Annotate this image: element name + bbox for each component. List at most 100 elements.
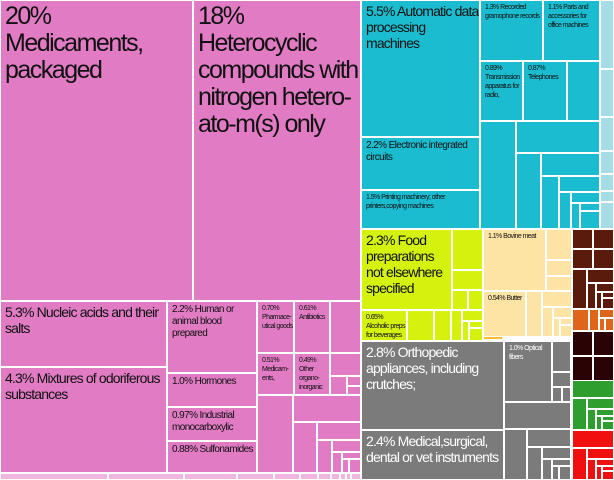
treemap-tile-labeled: 1.0% Hormones (167, 373, 257, 407)
tile-percent: 0.61% (299, 305, 317, 312)
treemap-tile-labeled: 0.65% Alcoholic preps for beverages (361, 310, 407, 341)
treemap-tile (580, 211, 600, 229)
tile-percent: 0.70% (262, 305, 280, 312)
tile-name: Butter (506, 295, 522, 302)
treemap-tile (546, 276, 572, 291)
treemap-tile (516, 153, 541, 229)
tile-percent: 2.2% (172, 304, 193, 315)
tile-label: 1.1% Parts and accessories for office ma… (548, 3, 599, 30)
treemap-tile (600, 202, 614, 229)
treemap-tile-labeled: 2.3% Food preparations not elsewhere spe… (361, 229, 452, 310)
tile-label: 0.54% Butter (488, 294, 522, 303)
treemap-tile (587, 283, 596, 309)
tile-label: 4.3% Mixtures of odoriferous substances (5, 370, 166, 402)
tile-name: Optical fibers (509, 345, 543, 361)
treemap-tile (596, 292, 602, 309)
treemap-tile (602, 421, 614, 430)
treemap-tile (330, 353, 361, 376)
treemap-tile (559, 176, 600, 192)
tile-name: Medical,surgical, dental or vet instrume… (366, 433, 499, 465)
treemap-tile (562, 387, 571, 402)
treemap-tile (317, 440, 332, 473)
treemap-tile-labeled: 1.1% Parts and accessories for office ma… (543, 0, 600, 61)
treemap-tile (599, 318, 605, 331)
treemap-tile (572, 398, 587, 430)
treemap-tile-labeled: 0.89% Transmission apparatus for radio, (480, 61, 523, 121)
tile-percent: 1.1% (548, 4, 562, 11)
tile-name: Antibiotics (299, 314, 325, 321)
treemap-tile (452, 290, 468, 310)
treemap-tile (572, 249, 593, 269)
tile-label: 18% Heterocyclic compounds with nitrogen… (198, 3, 360, 138)
tile-label: 0.51% Medicam-ents, (262, 356, 293, 383)
tile-percent: 0.51% (262, 357, 280, 364)
treemap-tile (596, 409, 614, 416)
treemap-tile (504, 402, 571, 429)
tile-label: 1.0% Optical fibers (509, 344, 551, 362)
treemap-tile (542, 307, 553, 337)
treemap-tile (351, 473, 361, 480)
tile-percent: 0.88% (172, 444, 198, 455)
tile-name: Automatic data processing machines (366, 3, 479, 51)
treemap-tile (330, 301, 361, 353)
treemap-tile (541, 153, 600, 176)
treemap-tile-labeled: 0.97% Industrial monocarboxylic (167, 407, 257, 441)
treemap-tile (300, 473, 318, 480)
tile-name: Bovine meat (503, 233, 536, 240)
treemap-tile (560, 325, 572, 337)
treemap-tile (546, 260, 572, 276)
tile-label: 2.4% Medical,surgical, dental or vet ins… (366, 433, 503, 465)
treemap-tile (480, 121, 516, 229)
treemap-tile (452, 270, 483, 290)
treemap-tile (293, 422, 317, 473)
treemap-tile-labeled: 2.2% Human or animal blood prepared (167, 301, 257, 373)
treemap-tile (184, 473, 237, 480)
tile-label: 2.2% Electronic integrated circuits (366, 140, 479, 164)
tile-name: Food preparations not elsewhere specifie… (366, 232, 443, 296)
tile-label: 0.97% Industrial monocarboxylic (172, 410, 256, 434)
tile-label: 0.89% Transmission apparatus for radio, (485, 64, 522, 100)
tile-label: 0.88% Sulfonamides (172, 444, 254, 456)
treemap-tile (331, 473, 340, 480)
tile-name: Nucleic acids and their salts (5, 304, 159, 336)
tile-percent: 2.4% (366, 433, 395, 449)
treemap-tile (342, 452, 361, 459)
treemap-tile (572, 356, 593, 381)
treemap-tile (462, 310, 483, 321)
tile-percent: 2.8% (366, 344, 395, 360)
treemap-tile (593, 249, 614, 269)
treemap-tile (600, 69, 614, 117)
treemap-tile-labeled: 0.51% Medicam-ents, (257, 353, 294, 395)
tile-percent: 1.5% (366, 194, 380, 201)
treemap-tile (602, 298, 614, 309)
treemap-tile (332, 452, 342, 473)
treemap-tile (108, 473, 184, 480)
tile-name: Medicaments, packaged (5, 29, 144, 84)
treemap-tile (332, 440, 361, 452)
treemap-tile (407, 310, 434, 341)
treemap-tile (451, 310, 462, 341)
tile-name: Telephones (528, 74, 559, 81)
treemap-tile (469, 328, 483, 341)
treemap-tile (293, 395, 361, 422)
treemap-tile (600, 151, 614, 174)
treemap-tile (600, 191, 614, 202)
treemap-tile (587, 459, 596, 480)
tile-percent: 1.1% (488, 233, 502, 240)
tile-name: Printing machinery; other printers,copyi… (366, 194, 445, 210)
tile-label: 0.87% Telephones (528, 64, 566, 82)
treemap-tile (596, 459, 614, 466)
treemap-tile (542, 459, 552, 480)
tile-percent: 1.3% (485, 4, 499, 11)
tile-percent: 5.5% (366, 3, 395, 19)
treemap-tile (587, 398, 614, 409)
tile-label: 5.5% Automatic data processing machines (366, 3, 479, 51)
treemap-tile (527, 429, 571, 447)
treemap-tile (542, 447, 571, 459)
tile-percent: 1.0% (509, 345, 523, 352)
tile-percent: 0.97% (172, 410, 198, 421)
treemap-tile (572, 309, 589, 331)
tile-name: Hormones (194, 376, 237, 387)
tile-name: Medicam-ents, (262, 366, 289, 382)
